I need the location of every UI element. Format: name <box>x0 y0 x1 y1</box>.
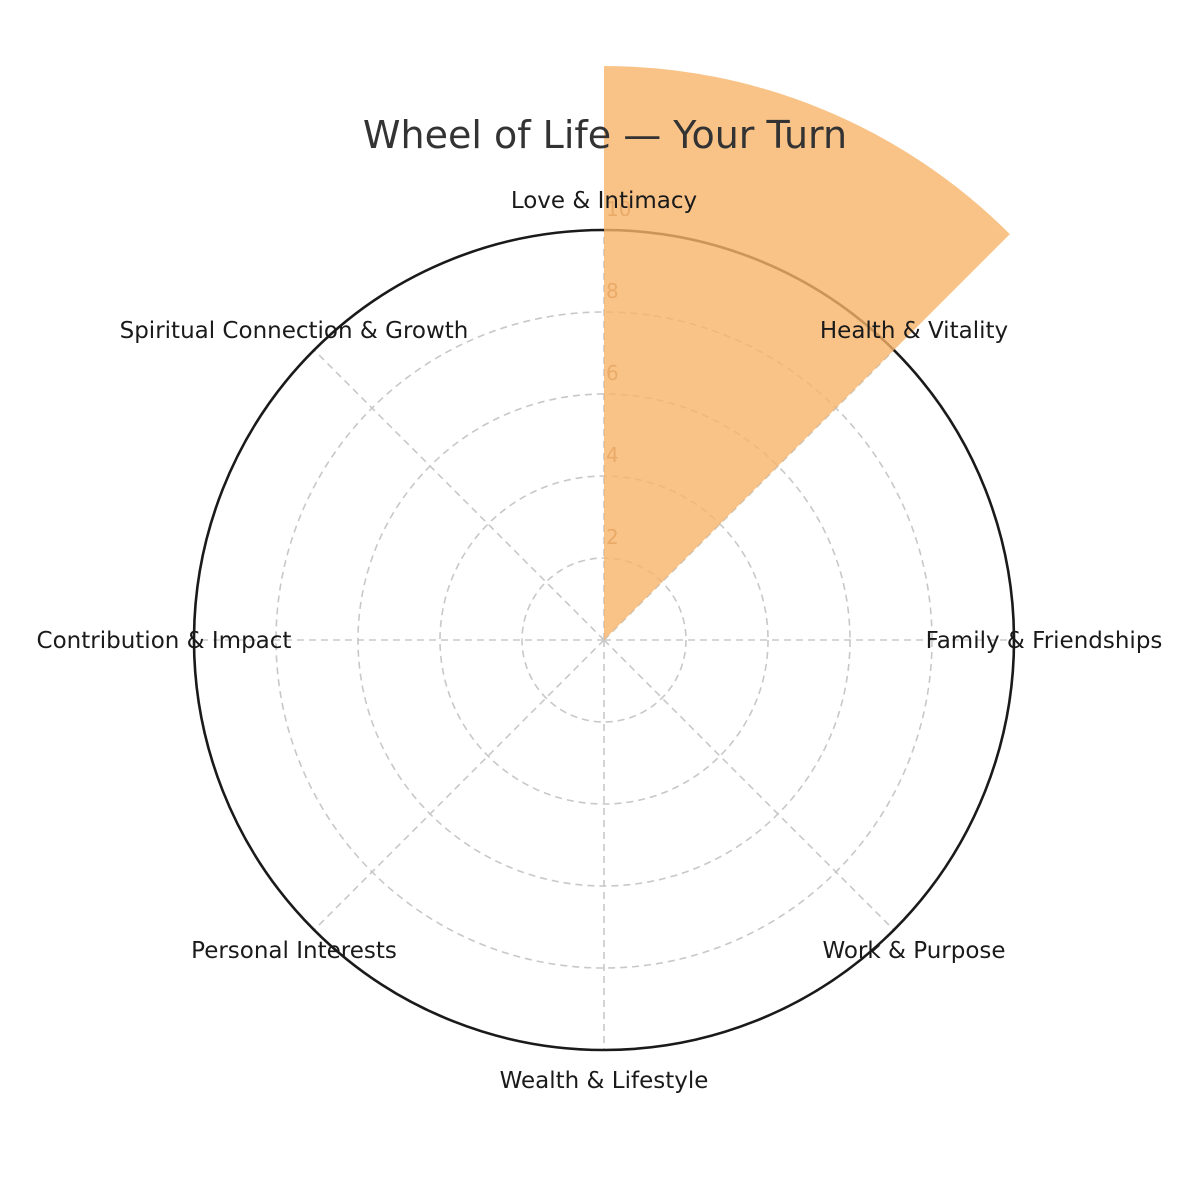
category-label: Health & Vitality <box>820 318 1008 344</box>
category-label: Family & Friendships <box>926 628 1163 654</box>
grid-spoke <box>313 349 605 641</box>
category-label: Spiritual Connection & Growth <box>120 318 469 344</box>
category-label: Contribution & Impact <box>37 628 292 654</box>
category-label: Work & Purpose <box>822 938 1005 964</box>
grid-spoke <box>603 639 895 931</box>
chart-title: Wheel of Life — Your Turn <box>363 113 847 157</box>
category-label: Personal Interests <box>191 938 397 964</box>
category-labels: Love & Intimacy Health & Vitality Family &… <box>37 188 1163 1094</box>
grid-spoke <box>313 639 605 931</box>
category-label: Wealth & Lifestyle <box>500 1068 709 1094</box>
bars <box>604 66 1010 640</box>
bar-wedge <box>604 66 1010 640</box>
category-label: Love & Intimacy <box>511 188 697 214</box>
